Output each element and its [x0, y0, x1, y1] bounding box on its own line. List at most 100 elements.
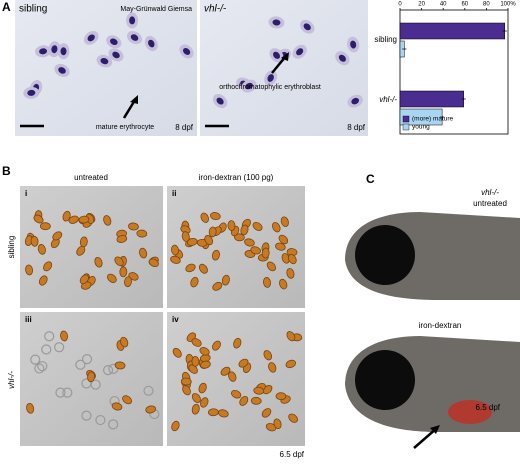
image-label: sibling	[19, 4, 47, 15]
cell	[275, 392, 287, 401]
nucleus	[129, 16, 136, 25]
cell	[227, 220, 236, 231]
nucleus	[148, 39, 155, 48]
x-tick-label: 100%	[500, 2, 516, 8]
column-label: iron-dextran (100 pg)	[199, 173, 274, 182]
cell	[212, 340, 221, 351]
cell	[37, 361, 48, 372]
cell	[122, 395, 133, 405]
cell	[124, 276, 132, 288]
cell	[30, 235, 39, 247]
cell	[250, 396, 262, 405]
cell	[108, 419, 119, 430]
nucleus	[350, 40, 357, 49]
cell	[185, 263, 196, 273]
cell	[231, 389, 242, 399]
cell	[139, 247, 148, 259]
cell	[128, 222, 139, 231]
cell	[37, 244, 46, 255]
cell	[287, 254, 297, 265]
x-tick-label: 20	[418, 2, 425, 8]
cell	[81, 354, 93, 365]
legend-swatch	[402, 115, 410, 123]
cell	[114, 256, 124, 267]
cell	[43, 261, 53, 272]
cell	[200, 360, 211, 369]
cell	[34, 363, 45, 374]
cell	[220, 366, 231, 376]
cell	[199, 347, 210, 356]
arrow	[413, 427, 438, 449]
nucleus	[273, 51, 281, 59]
nucleus	[58, 67, 66, 74]
x-tick-label: 40	[440, 2, 447, 8]
cell	[191, 393, 201, 403]
legend-swatch	[402, 123, 410, 131]
cell	[44, 331, 55, 342]
category-label: sibling	[374, 35, 397, 44]
micrograph	[200, 0, 368, 136]
row-label: sibling	[7, 236, 16, 259]
cell	[268, 362, 277, 373]
arrowhead	[281, 52, 289, 61]
cell	[263, 277, 271, 288]
cell	[275, 242, 286, 251]
cell	[261, 247, 270, 259]
image-label: vhl-/-	[204, 4, 227, 15]
cell	[38, 275, 48, 286]
cell	[30, 354, 41, 365]
cell	[81, 410, 92, 421]
cell	[120, 336, 129, 348]
row-label: vhl-/-	[7, 371, 16, 389]
cell	[76, 245, 86, 256]
cell	[119, 266, 128, 278]
age-label: 8 dpf	[347, 123, 366, 132]
fish-eye	[355, 225, 415, 285]
nucleus	[338, 54, 346, 62]
cell	[244, 238, 255, 247]
age-label: 6.5 dpf	[476, 403, 501, 412]
cell	[190, 276, 199, 288]
nucleus	[272, 19, 281, 26]
cell	[170, 255, 181, 264]
bar	[399, 90, 464, 108]
cell	[26, 402, 35, 414]
cell	[87, 371, 96, 383]
nucleus	[296, 48, 304, 56]
cell	[172, 347, 182, 358]
cell	[191, 338, 202, 347]
cell	[221, 274, 230, 286]
nucleus	[87, 34, 95, 42]
legend-label: (more) mature	[412, 116, 454, 123]
cell	[286, 331, 296, 342]
cell	[68, 215, 79, 224]
cell	[263, 350, 273, 361]
nucleus	[351, 97, 360, 105]
cell	[240, 224, 249, 236]
cell	[182, 385, 191, 396]
cell	[209, 212, 221, 221]
genotype-label: vhl-/-	[481, 188, 499, 197]
cell	[171, 244, 179, 256]
nucleus	[60, 47, 67, 56]
cell	[103, 215, 112, 226]
cells	[23, 12, 363, 432]
cell	[60, 330, 68, 342]
cell	[261, 408, 272, 418]
arrowhead	[130, 95, 138, 104]
nucleus	[51, 45, 58, 54]
panel-label: A	[2, 0, 11, 14]
cell	[207, 408, 219, 417]
arrowhead	[430, 425, 440, 434]
cell	[55, 387, 66, 398]
column-label: untreated	[74, 173, 108, 182]
cell	[136, 229, 148, 238]
category-label: vhl-/-	[379, 95, 397, 104]
cell	[107, 273, 117, 283]
cell	[33, 214, 44, 224]
nucleus	[112, 51, 120, 59]
nucleus	[100, 57, 109, 65]
cell	[228, 371, 237, 382]
nucleus	[303, 23, 311, 31]
